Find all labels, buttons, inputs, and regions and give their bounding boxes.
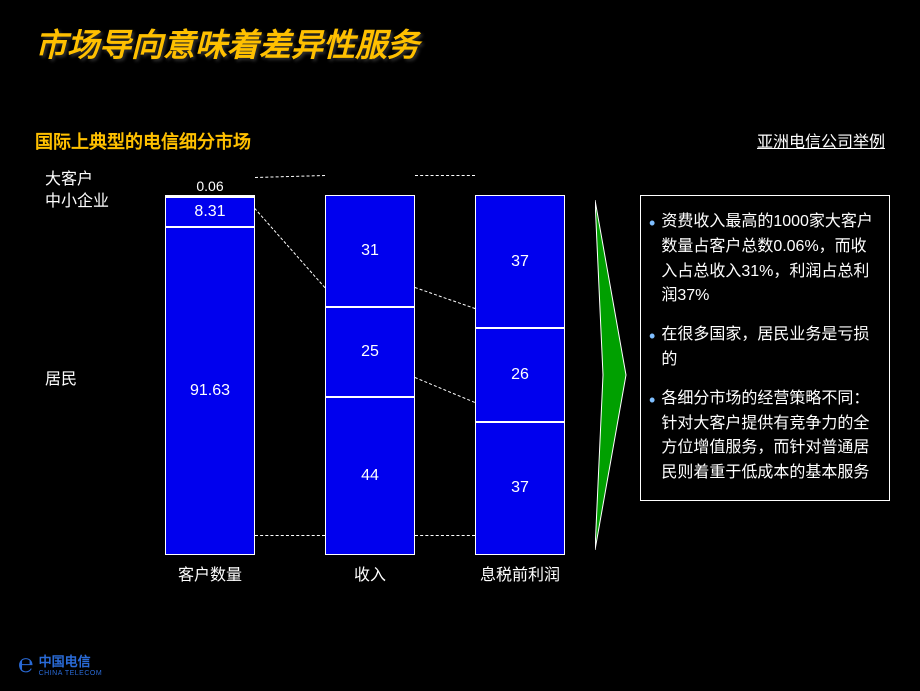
bar-segment: 37 [475, 195, 565, 328]
guide-line [415, 377, 475, 403]
logo-text: 中国电信 [39, 651, 103, 670]
y-category-label: 居民 [45, 365, 77, 389]
page-title: 市场导向意味着差异性服务 [35, 20, 419, 66]
bar-segment: 26 [475, 328, 565, 422]
bullet-icon: • [649, 387, 655, 486]
bar-segment: 44 [325, 397, 415, 555]
y-category-label: 大客户 [45, 165, 93, 189]
logo-icon: ℮ [18, 648, 34, 679]
example-label: 亚洲电信公司举例 [757, 128, 885, 152]
segment-value-label: 0.06 [166, 178, 254, 194]
bullet-item: •各细分市场的经营策略不同：针对大客户提供有竞争力的全方位增值服务，而针对普通居… [649, 387, 877, 486]
china-telecom-logo: ℮ 中国电信 CHINA TELECOM [18, 648, 102, 679]
bar-column: 372637息税前利润 [475, 195, 565, 555]
x-axis-label: 息税前利润 [475, 561, 565, 585]
stacked-bar-chart: 大客户中小企业居民 0.068.3191.63客户数量312544收入37263… [65, 165, 585, 605]
bar-column: 0.068.3191.63客户数量 [165, 195, 255, 555]
guide-line [415, 287, 475, 309]
bullet-text: 资费收入最高的1000家大客户数量占客户总数0.06%，而收入占总收入31%，利… [661, 210, 877, 309]
arrow-indicator [595, 200, 627, 550]
bar-segment: 25 [325, 307, 415, 397]
guide-line [255, 535, 325, 536]
bars-container: 0.068.3191.63客户数量 312544收入 372637息税前利润 [165, 175, 585, 555]
guide-line [254, 208, 325, 288]
bullet-icon: • [649, 323, 655, 373]
bullet-item: •资费收入最高的1000家大客户数量占客户总数0.06%，而收入占总收入31%，… [649, 210, 877, 309]
bullet-text: 各细分市场的经营策略不同：针对大客户提供有竞争力的全方位增值服务，而针对普通居民… [661, 387, 877, 486]
bar-segment: 8.31 [165, 197, 255, 227]
logo-subtext: CHINA TELECOM [39, 670, 103, 677]
x-axis-label: 客户数量 [165, 561, 255, 585]
x-axis-label: 收入 [325, 561, 415, 585]
guide-line [415, 535, 475, 536]
bullet-icon: • [649, 210, 655, 309]
guide-line [415, 175, 475, 176]
y-category-label: 中小企业 [45, 187, 109, 211]
bar-segment: 31 [325, 195, 415, 307]
bar-column: 312544收入 [325, 195, 415, 555]
callout-box: •资费收入最高的1000家大客户数量占客户总数0.06%，而收入占总收入31%，… [640, 195, 890, 501]
bar-segment: 91.63 [165, 227, 255, 555]
bar-segment: 37 [475, 422, 565, 555]
guide-line [255, 175, 325, 178]
bullet-text: 在很多国家，居民业务是亏损的 [661, 323, 877, 373]
bullet-item: •在很多国家，居民业务是亏损的 [649, 323, 877, 373]
chart-subtitle: 国际上典型的电信细分市场 [35, 128, 251, 154]
